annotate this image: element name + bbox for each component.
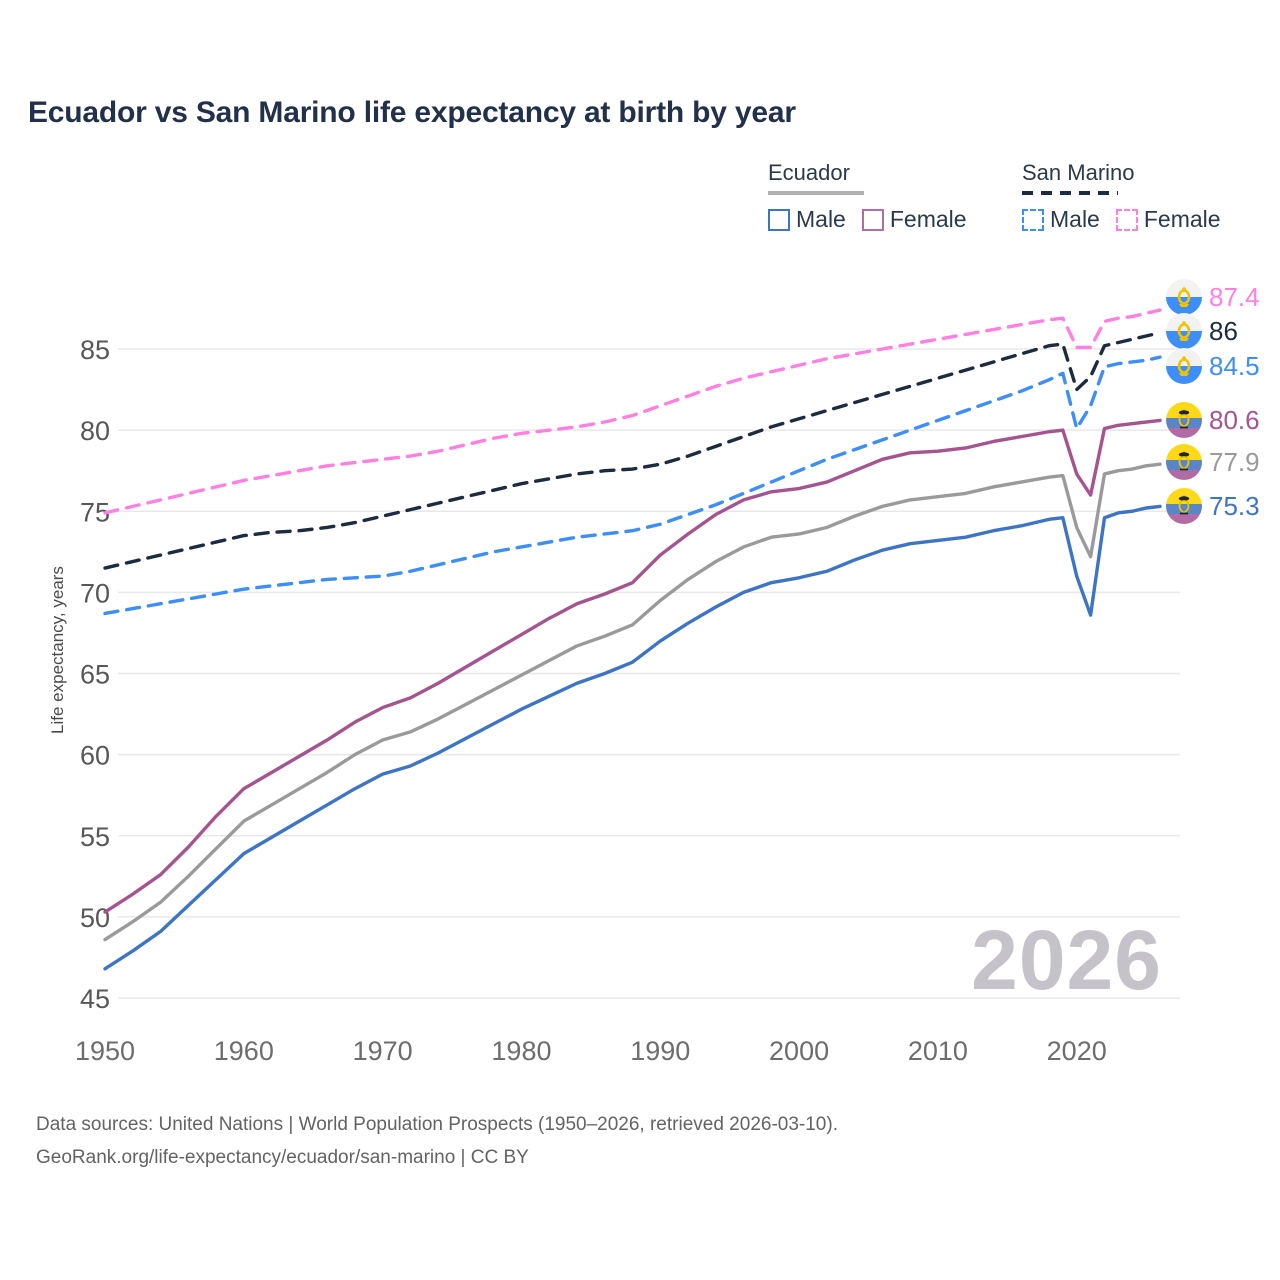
legend-item-san-marino-male[interactable]: Male (1022, 206, 1100, 233)
legend-label-san-marino-male: Male (1050, 206, 1100, 232)
series-line[interactable] (103, 418, 1162, 914)
x-axis-tick-label: 1950 (75, 1036, 135, 1066)
series-end-label: 87.4 (1166, 279, 1260, 315)
legend-label-ecuador-male: Male (796, 206, 846, 232)
year-watermark: 2026 (971, 913, 1162, 1007)
footer-line-sources: Data sources: United Nations | World Pop… (36, 1114, 838, 1135)
x-axis-tick-label: 2000 (769, 1036, 829, 1066)
ecuador-flag-icon (1166, 444, 1202, 480)
x-axis-tick-label: 1960 (214, 1036, 274, 1066)
series-line[interactable] (103, 462, 1162, 942)
x-axis-tick-label: 2020 (1047, 1036, 1107, 1066)
x-axis-tick-label: 1970 (353, 1036, 413, 1066)
series-line[interactable] (103, 331, 1162, 570)
series-end-value: 87.4 (1209, 282, 1260, 312)
y-axis-tick-label: 55 (80, 822, 110, 852)
series-end-label: 75.3 (1166, 488, 1260, 524)
san-marino-flag-icon (1166, 313, 1202, 349)
legend-item-san-marino-female[interactable]: Female (1115, 206, 1221, 233)
chart-legend: Ecuador Male Female San Marino Male (760, 160, 1260, 240)
legend-swatch-san-marino-male-icon (1022, 208, 1044, 231)
san-marino-flag-icon (1166, 279, 1202, 315)
footer-line-attribution[interactable]: GeoRank.org/life-expectancy/ecuador/san-… (36, 1147, 529, 1169)
legend-swatch-san-marino-female-icon (1115, 208, 1138, 231)
y-axis-tick-label: 45 (80, 984, 110, 1014)
san-marino-flag-icon (1166, 348, 1202, 384)
series-end-label: 86 (1166, 313, 1238, 349)
y-axis-tick-label: 80 (80, 416, 110, 446)
x-axis-tick-label: 2010 (908, 1036, 968, 1066)
series-end-label: 84.5 (1166, 348, 1260, 384)
x-axis-tick-label: 1990 (630, 1036, 690, 1066)
page-title: Ecuador vs San Marino life expectancy at… (28, 96, 796, 129)
legend-item-ecuador-male[interactable]: Male (768, 206, 846, 233)
series-end-value: 75.3 (1209, 491, 1260, 521)
y-axis-title: Life expectancy, years (48, 566, 67, 734)
legend-country-label-ecuador: Ecuador (768, 160, 850, 185)
legend-swatch-ecuador-male-icon (768, 208, 790, 231)
x-axis-tick-labels: 1950 1960 1970 1980 1990 2000 2010 2020 (75, 1036, 1107, 1066)
series-end-label: 77.9 (1166, 444, 1260, 480)
legend-country-label-san-marino: San Marino (1022, 160, 1135, 185)
y-axis-tick-label: 85 (80, 335, 110, 365)
legend-label-ecuador-female: Female (889, 206, 967, 232)
chart-series-group (103, 308, 1162, 971)
series-end-label: 80.6 (1166, 402, 1260, 438)
series-line[interactable] (103, 308, 1162, 515)
series-end-value: 84.5 (1209, 351, 1260, 381)
legend-group-san-marino: San Marino Male Female (1022, 160, 1221, 233)
y-axis-tick-label: 65 (80, 660, 110, 690)
series-end-value: 80.6 (1209, 405, 1260, 435)
legend-item-ecuador-female[interactable]: Female (861, 206, 967, 233)
series-end-value: 77.9 (1209, 447, 1260, 477)
series-end-value: 86 (1209, 316, 1238, 346)
y-axis-tick-label: 60 (80, 741, 110, 771)
legend-swatch-ecuador-female-icon (861, 208, 884, 231)
chart-gridlines (118, 348, 1180, 999)
legend-rule-dashed (1022, 191, 1118, 195)
ecuador-flag-icon (1166, 402, 1202, 438)
legend-rule-solid (768, 191, 864, 195)
series-line[interactable] (103, 504, 1162, 971)
series-line[interactable] (103, 355, 1162, 616)
legend-label-san-marino-female: Female (1143, 206, 1221, 232)
ecuador-flag-icon (1166, 488, 1202, 524)
chart-footer: Data sources: United Nations | World Pop… (36, 1108, 838, 1175)
x-axis-tick-label: 1980 (491, 1036, 551, 1066)
legend-group-ecuador: Ecuador Male Female (768, 160, 967, 233)
y-axis-tick-label: 50 (80, 903, 110, 933)
y-axis-tick-label: 70 (80, 578, 110, 608)
